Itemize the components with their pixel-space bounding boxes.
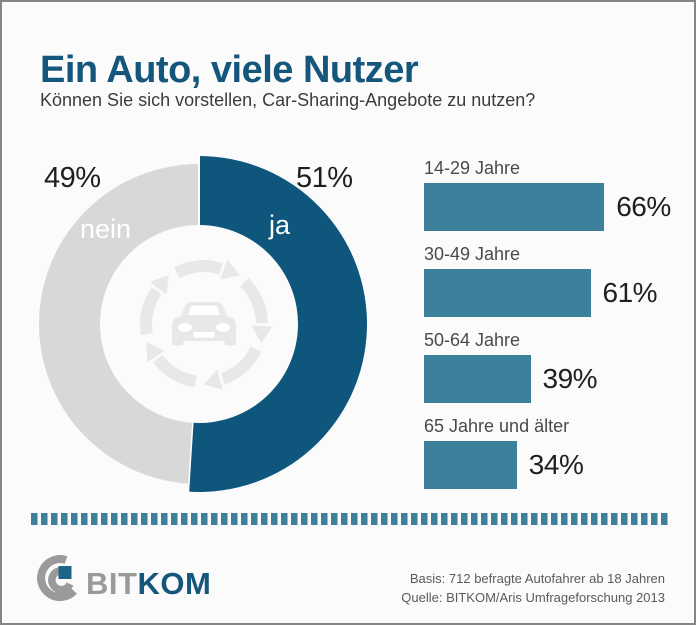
survey-question: Können Sie sich vorstellen, Car-Sharing-… [40,90,536,110]
bar-group: 65 Jahre und älter 34% [424,416,684,489]
bar-value-label: 66% [616,191,671,222]
pie-label-nein: nein [80,214,132,244]
bitkom-logo-icon [37,555,77,602]
bar-category-label: 50-64 Jahre [424,330,521,350]
bar-group: 30-49 Jahre 61% [424,244,684,317]
arrow-ring-icon [134,259,276,398]
bar-category-label: 14-29 Jahre [424,158,521,178]
bar-category-label: 65 Jahre und älter [424,416,570,436]
source-quelle: Quelle: BITKOM/Aris Umfrageforschung 201… [401,590,665,605]
bar-value-label: 34% [528,449,584,480]
bar [424,183,605,231]
donut-slice-ja [188,156,368,492]
bar-value-label: 61% [602,277,658,308]
bar [424,441,517,489]
pie-label-ja: ja [269,210,291,240]
bar-chart: 14-29 Jahre 66% 30-49 Jahre 61% 50-64 Ja… [424,158,684,502]
car-icon [172,302,236,346]
source-basis: Basis: 712 befragte Autofahrer ab 18 Jah… [409,571,665,586]
dashed-divider [31,513,670,525]
bar-group: 50-64 Jahre 39% [424,330,684,403]
donut-chart [39,154,368,494]
pie-value-nein: 49% [44,162,101,194]
source-note: Basis: 712 befragte Autofahrer ab 18 Jah… [401,569,665,607]
bar [424,355,531,403]
bar-group: 14-29 Jahre 66% [424,158,684,231]
pie-value-ja: 51% [296,162,353,194]
bar [424,269,591,317]
slice-divider-bottom [187,418,194,494]
logo-text-kom: KOM [137,566,212,601]
bar-category-label: 30-49 Jahre [424,244,521,264]
logo-text-bit: BIT [86,566,138,601]
page-title: Ein Auto, viele Nutzer [40,49,419,92]
car-sharing-watermark-icon [134,259,276,398]
bitkom-wordmark: BITKOM [86,568,211,599]
donut-slice-nein [39,164,199,484]
bar-value-label: 39% [542,363,598,394]
